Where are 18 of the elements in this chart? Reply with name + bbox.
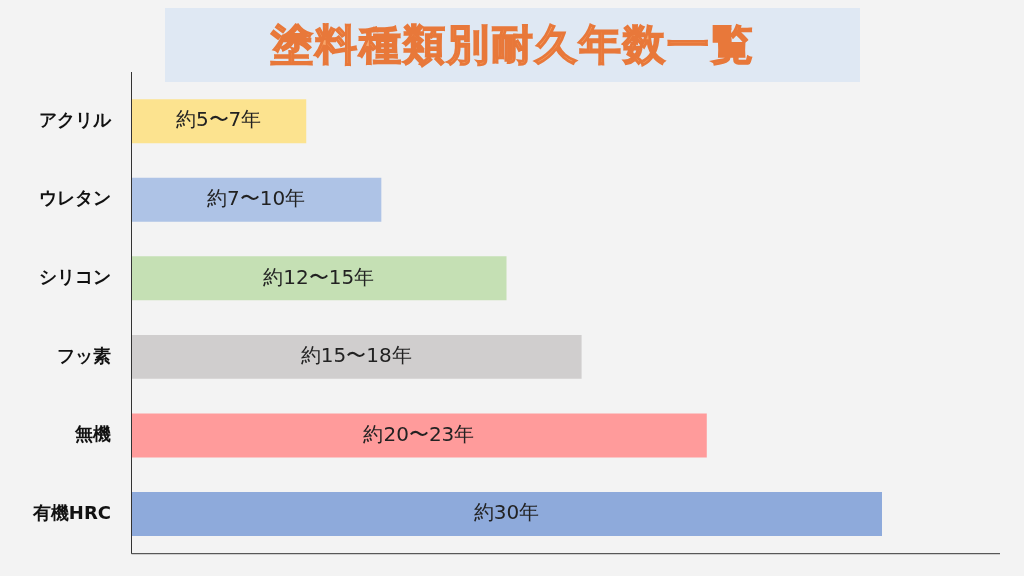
y-tick-label: ウレタン [39,187,111,209]
bar [131,413,707,458]
data-label: 約20〜23年 [363,421,475,446]
y-tick-label: フッ素 [57,344,111,366]
data-label: 約15〜18年 [300,343,412,368]
y-tick-label: アクリル [39,108,112,130]
bar [131,334,582,379]
y-tick-label: シリコン [39,266,111,288]
bar [131,177,382,222]
bar [131,99,307,144]
data-label: 約7〜10年 [207,186,306,210]
data-label: 約30年 [473,500,540,525]
data-label: 約5〜7年 [175,107,262,132]
bar [131,256,507,301]
bar [131,491,882,536]
data-label: 約12〜15年 [263,264,375,289]
y-tick-label: 無機 [74,423,111,445]
y-tick-label: 有機HRC [31,501,111,523]
